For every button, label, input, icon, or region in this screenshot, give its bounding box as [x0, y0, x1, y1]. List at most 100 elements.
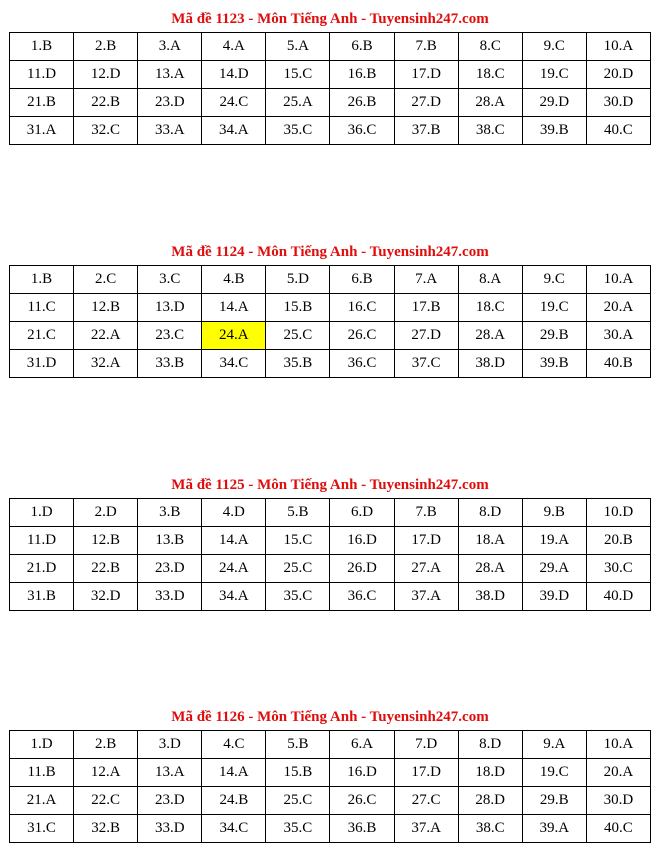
answer-cell: 4.A — [201, 32, 267, 61]
answer-cell: 17.D — [393, 60, 459, 89]
answer-cell: 27.D — [393, 88, 459, 117]
answer-cell: 20.B — [585, 526, 652, 555]
table-row: 21.A 22.C 23.D 24.B 25.C 26.C 27.C 28.D 29.B 30.D — [8, 786, 652, 815]
answer-cell: 22.A — [73, 321, 139, 350]
section-title: Mã đề 1124 - Môn Tiếng Anh - Tuyensinh24… — [171, 244, 489, 260]
answer-cell: 3.B — [137, 498, 203, 527]
table-row: 1.B 2.C 3.C 4.B 5.D 6.B 7.A 8.A 9.C 10.A — [8, 265, 652, 294]
answer-key-1123: Mã đề 1123 - Môn Tiếng Anh - Tuyensinh24… — [8, 0, 652, 145]
answer-cell: 26.D — [329, 554, 395, 583]
answer-cell: 18.A — [457, 526, 523, 555]
answer-cell: 29.B — [521, 786, 587, 815]
section-title: Mã đề 1126 - Môn Tiếng Anh - Tuyensinh24… — [171, 709, 489, 725]
answer-cell: 6.A — [329, 730, 395, 759]
answer-cell: 16.B — [329, 60, 395, 89]
answer-cell: 34.C — [201, 814, 267, 843]
answer-cell: 22.C — [73, 786, 139, 815]
answer-cell: 19.C — [521, 60, 587, 89]
answer-cell: 39.B — [521, 349, 587, 378]
answer-cell: 10.A — [585, 730, 652, 759]
answer-cell: 37.A — [393, 814, 459, 843]
answer-cell: 40.D — [585, 582, 652, 611]
answer-cell: 24.C — [201, 88, 267, 117]
answer-cell: 40.C — [585, 814, 652, 843]
answer-cell: 38.C — [457, 116, 523, 145]
table-row: 21.B 22.B 23.D 24.C 25.A 26.B 27.D 28.A 29.D 30.D — [8, 88, 652, 117]
answer-cell: 24.A — [201, 554, 267, 583]
answer-cell: 32.B — [73, 814, 139, 843]
answer-cell: 6.B — [329, 32, 395, 61]
answer-cell: 27.D — [393, 321, 459, 350]
answer-cell: 11.B — [8, 758, 75, 787]
answer-cell: 33.B — [137, 349, 203, 378]
table-row: 11.D 12.D 13.A 14.D 15.C 16.B 17.D 18.C 19.C 20.D — [8, 60, 652, 89]
answer-cell: 35.C — [265, 814, 331, 843]
answer-cell: 11.D — [8, 60, 75, 89]
answer-key-1125: Mã đề 1125 - Môn Tiếng Anh - Tuyensinh24… — [8, 466, 652, 611]
answer-cell: 29.B — [521, 321, 587, 350]
answer-cell: 7.B — [393, 498, 459, 527]
answer-cell: 4.B — [201, 265, 267, 294]
answer-cell: 37.A — [393, 582, 459, 611]
answer-cell: 27.C — [393, 786, 459, 815]
answer-cell: 31.C — [8, 814, 75, 843]
answer-cell: 6.D — [329, 498, 395, 527]
answer-cell: 21.B — [8, 88, 75, 117]
answer-cell: 3.A — [137, 32, 203, 61]
answer-cell: 5.B — [265, 498, 331, 527]
answer-cell: 33.D — [137, 814, 203, 843]
answer-cell: 34.C — [201, 349, 267, 378]
answer-cell: 30.C — [585, 554, 652, 583]
answer-cell: 21.D — [8, 554, 75, 583]
answer-cell: 18.C — [457, 293, 523, 322]
answer-key-1124: Mã đề 1124 - Môn Tiếng Anh - Tuyensinh24… — [8, 233, 652, 378]
answer-cell: 14.A — [201, 526, 267, 555]
answer-cell: 12.A — [73, 758, 139, 787]
answer-cell: 40.B — [585, 349, 652, 378]
answer-cell: 16.D — [329, 758, 395, 787]
answer-cell: 15.B — [265, 758, 331, 787]
answer-cell: 20.A — [585, 758, 652, 787]
answer-cell: 34.A — [201, 582, 267, 611]
answer-cell: 2.B — [73, 730, 139, 759]
answer-cell: 4.D — [201, 498, 267, 527]
answer-cell: 37.C — [393, 349, 459, 378]
answer-cell: 31.B — [8, 582, 75, 611]
answer-cell: 8.C — [457, 32, 523, 61]
answer-cell: 5.B — [265, 730, 331, 759]
answer-cell: 23.D — [137, 88, 203, 117]
answer-cell: 10.A — [585, 265, 652, 294]
table-row: 11.B 12.A 13.A 14.A 15.B 16.D 17.D 18.D 19.C 20.A — [8, 758, 652, 787]
section-title: Mã đề 1125 - Môn Tiếng Anh - Tuyensinh24… — [171, 477, 489, 493]
answer-cell: 1.B — [8, 265, 75, 294]
answer-cell: 36.C — [329, 582, 395, 611]
answer-cell: 26.B — [329, 88, 395, 117]
answer-cell: 39.B — [521, 116, 587, 145]
answer-cell: 33.D — [137, 582, 203, 611]
answer-cell: 10.A — [585, 32, 652, 61]
table-row: 1.B 2.B 3.A 4.A 5.A 6.B 7.B 8.C 9.C 10.A — [8, 32, 652, 61]
answer-cell: 35.C — [265, 582, 331, 611]
answer-cell: 22.B — [73, 554, 139, 583]
answer-cell: 38.D — [457, 582, 523, 611]
answer-table: 1.B 2.C 3.C 4.B 5.D 6.B 7.A 8.A 9.C 10.A 11.C 12.B 1… — [8, 265, 652, 378]
answer-cell: 22.B — [73, 88, 139, 117]
table-row: 11.D 12.B 13.B 14.A 15.C 16.D 17.D 18.A 19.A 20.B — [8, 526, 652, 555]
answer-cell: 13.D — [137, 293, 203, 322]
answer-cell: 35.B — [265, 349, 331, 378]
answer-cell: 10.D — [585, 498, 652, 527]
answer-cell: 18.C — [457, 60, 523, 89]
answer-cell: 16.C — [329, 293, 395, 322]
answer-cell: 8.A — [457, 265, 523, 294]
answer-cell: 21.C — [8, 321, 75, 350]
answer-cell: 30.D — [585, 786, 652, 815]
answer-cell: 1.D — [8, 730, 75, 759]
answer-cell: 17.D — [393, 758, 459, 787]
answer-cell: 17.D — [393, 526, 459, 555]
table-row: 21.D 22.B 23.D 24.A 25.C 26.D 27.A 28.A 29.A 30.C — [8, 554, 652, 583]
answer-cell: 15.C — [265, 60, 331, 89]
answer-cell: 32.A — [73, 349, 139, 378]
answer-cell: 7.D — [393, 730, 459, 759]
answer-cell: 36.B — [329, 814, 395, 843]
answer-cell: 1.D — [8, 498, 75, 527]
